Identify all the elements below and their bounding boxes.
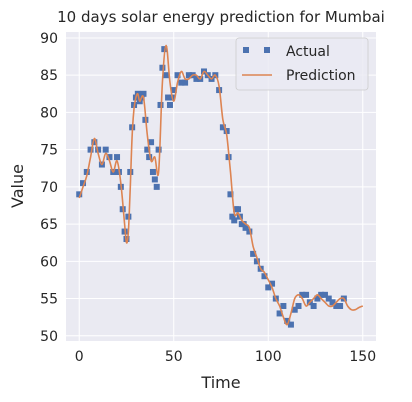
- actual-point: [325, 295, 332, 302]
- actual-point: [235, 206, 242, 213]
- legend-marker-actual: [264, 47, 270, 53]
- actual-point: [219, 124, 226, 131]
- actual-point: [170, 87, 177, 94]
- y-tick-label: 60: [40, 254, 58, 270]
- x-tick-label: 50: [165, 349, 183, 365]
- actual-point: [265, 284, 272, 291]
- actual-point: [155, 146, 162, 153]
- actual-point: [185, 72, 192, 79]
- actual-point: [159, 64, 166, 71]
- actual-point: [144, 146, 151, 153]
- actual-point: [310, 303, 317, 310]
- x-axis-label: Time: [200, 373, 240, 392]
- y-tick-label: 85: [40, 68, 58, 84]
- y-tick-labels: 50 55 60 65 70 75 80 85 90: [40, 31, 58, 345]
- actual-point: [157, 101, 164, 108]
- actual-point: [276, 310, 283, 317]
- actual-point: [246, 228, 253, 235]
- actual-point: [253, 258, 260, 265]
- actual-point: [193, 75, 200, 82]
- actual-point: [163, 72, 170, 79]
- actual-point: [151, 176, 158, 183]
- y-tick-label: 80: [40, 105, 58, 121]
- actual-point: [106, 154, 113, 161]
- actual-point: [269, 280, 276, 287]
- actual-point: [146, 154, 153, 161]
- actual-point: [250, 250, 257, 257]
- actual-point: [280, 303, 287, 310]
- actual-point: [303, 291, 310, 298]
- actual-point: [295, 303, 302, 310]
- actual-point: [318, 291, 325, 298]
- y-tick-label: 70: [40, 180, 58, 196]
- actual-point: [182, 79, 189, 86]
- actual-point: [321, 291, 328, 298]
- actual-point: [231, 217, 238, 224]
- y-tick-label: 55: [40, 292, 58, 308]
- y-tick-label: 75: [40, 143, 58, 159]
- actual-point: [91, 139, 98, 146]
- actual-point: [329, 299, 336, 306]
- actual-point: [80, 180, 87, 187]
- actual-point: [229, 213, 236, 220]
- chart-title: 10 days solar energy prediction for Mumb…: [57, 8, 385, 26]
- legend-marker-actual: [243, 47, 249, 53]
- actual-point: [149, 168, 156, 175]
- y-tick-label: 50: [40, 329, 58, 345]
- actual-point: [240, 221, 247, 228]
- actual-point: [102, 146, 109, 153]
- y-tick-label: 90: [40, 31, 58, 47]
- x-tick-label: 100: [255, 349, 282, 365]
- actual-point: [242, 224, 249, 231]
- actual-point: [161, 46, 168, 53]
- actual-point: [140, 90, 147, 97]
- actual-point: [299, 291, 306, 298]
- actual-point: [87, 146, 94, 153]
- actual-point: [337, 303, 344, 310]
- actual-point: [166, 101, 173, 108]
- actual-point: [76, 191, 83, 198]
- x-tick-label: 0: [75, 349, 84, 365]
- legend-label-actual: Actual: [286, 44, 330, 60]
- x-tick-label: 150: [349, 349, 376, 365]
- actual-point: [291, 306, 298, 313]
- legend: Actual Prediction: [235, 37, 369, 91]
- legend-label-prediction: Prediction: [286, 68, 356, 84]
- actual-point: [178, 79, 185, 86]
- actual-point: [284, 317, 291, 324]
- actual-point: [333, 303, 340, 310]
- actual-point: [165, 94, 172, 101]
- actual-point: [227, 191, 234, 198]
- y-tick-label: 65: [40, 217, 58, 233]
- x-tick-labels: 0 50 100 150: [75, 349, 376, 365]
- actual-point: [114, 154, 121, 161]
- series-prediction-line: [78, 44, 364, 326]
- actual-point: [174, 72, 181, 79]
- actual-point: [287, 321, 294, 328]
- actual-point: [95, 146, 102, 153]
- actual-point: [83, 168, 90, 175]
- actual-point: [153, 183, 160, 190]
- actual-point: [148, 139, 155, 146]
- actual-point: [261, 273, 268, 280]
- actual-point: [314, 295, 321, 302]
- y-axis-label: Value: [8, 164, 27, 208]
